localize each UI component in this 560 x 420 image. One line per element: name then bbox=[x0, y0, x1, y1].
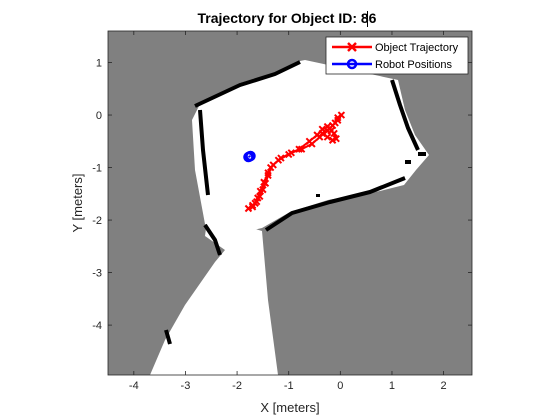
y-tick-label: 1 bbox=[96, 58, 102, 70]
y-tick-label: -4 bbox=[92, 320, 102, 332]
y-tick-label: -2 bbox=[92, 215, 102, 227]
y-axis-label: Y [meters] bbox=[70, 173, 85, 232]
map-speck bbox=[316, 194, 320, 197]
y-tick-label: -3 bbox=[92, 268, 102, 280]
y-tick-label: 0 bbox=[96, 110, 102, 122]
x-tick-label: 2 bbox=[441, 380, 447, 392]
map-speck bbox=[405, 160, 411, 164]
x-tick-label: 1 bbox=[389, 380, 395, 392]
legend-robot-label: Robot Positions bbox=[375, 59, 453, 71]
y-tick-label: -1 bbox=[92, 163, 102, 175]
x-tick-label: -2 bbox=[232, 380, 242, 392]
robot-positions-line bbox=[248, 156, 250, 157]
x-tick-label: -3 bbox=[181, 380, 191, 392]
chart-title: Trajectory for Object ID: 86 bbox=[198, 10, 377, 26]
x-tick-label: -4 bbox=[129, 380, 139, 392]
x-axis-label: X [meters] bbox=[260, 400, 319, 415]
x-tick-label: 0 bbox=[337, 380, 343, 392]
x-tick-label: -1 bbox=[284, 380, 294, 392]
legend-trajectory-label: Object Trajectory bbox=[375, 42, 459, 54]
map-speck bbox=[418, 152, 426, 156]
legend[interactable]: Object Trajectory Robot Positions bbox=[326, 37, 468, 74]
occupancy-map bbox=[108, 31, 472, 375]
